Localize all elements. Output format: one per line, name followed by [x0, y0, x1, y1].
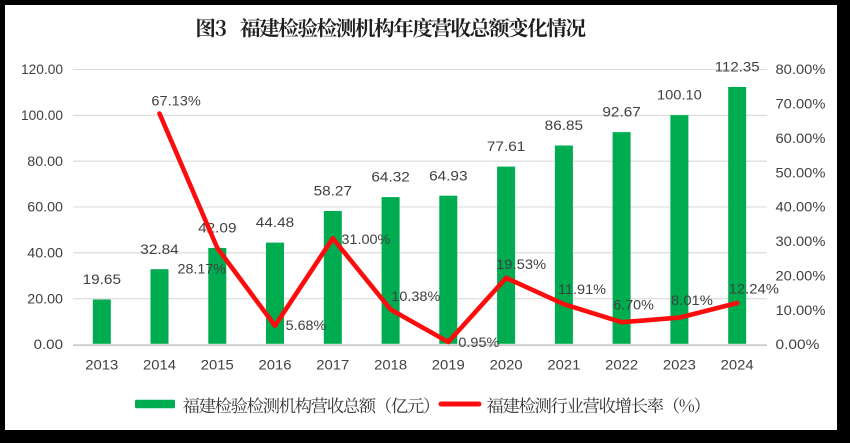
svg-text:60.00%: 60.00% — [776, 131, 826, 146]
svg-text:0.00%: 0.00% — [776, 337, 820, 352]
svg-text:2023: 2023 — [663, 358, 696, 373]
svg-text:0.00: 0.00 — [34, 337, 64, 352]
svg-text:11.91%: 11.91% — [558, 282, 606, 297]
svg-text:8.01%: 8.01% — [671, 293, 713, 308]
svg-text:64.93: 64.93 — [429, 168, 467, 183]
svg-text:92.67: 92.67 — [602, 105, 640, 120]
svg-text:19.65: 19.65 — [83, 272, 121, 287]
svg-text:12.24%: 12.24% — [729, 281, 779, 296]
svg-text:0.95%: 0.95% — [458, 335, 499, 350]
svg-text:120.00: 120.00 — [21, 62, 63, 77]
svg-text:112.35: 112.35 — [715, 60, 760, 75]
svg-text:60.00: 60.00 — [27, 200, 63, 215]
svg-text:6.70%: 6.70% — [613, 297, 654, 312]
svg-text:30.00%: 30.00% — [776, 234, 826, 249]
svg-text:10.00%: 10.00% — [776, 303, 826, 318]
svg-text:2013: 2013 — [85, 358, 118, 373]
svg-text:80.00: 80.00 — [27, 154, 63, 169]
svg-text:44.48: 44.48 — [256, 215, 294, 230]
svg-text:2020: 2020 — [490, 358, 523, 373]
svg-text:40.00: 40.00 — [27, 246, 63, 261]
svg-text:42.09: 42.09 — [198, 221, 236, 236]
svg-text:20.00: 20.00 — [27, 291, 63, 306]
svg-text:86.85: 86.85 — [545, 118, 583, 133]
svg-text:2014: 2014 — [143, 358, 176, 373]
svg-text:2018: 2018 — [374, 358, 407, 373]
svg-text:80.00%: 80.00% — [776, 62, 826, 77]
svg-text:19.53%: 19.53% — [496, 257, 546, 272]
svg-text:10.38%: 10.38% — [391, 289, 440, 304]
svg-text:28.17%: 28.17% — [178, 262, 227, 277]
svg-text:100.10: 100.10 — [657, 88, 702, 103]
svg-text:31.00%: 31.00% — [341, 232, 390, 247]
svg-text:2021: 2021 — [547, 358, 580, 373]
svg-text:20.00%: 20.00% — [776, 268, 826, 283]
svg-text:58.27: 58.27 — [314, 184, 352, 199]
svg-text:2022: 2022 — [605, 358, 638, 373]
svg-text:2015: 2015 — [201, 358, 234, 373]
svg-text:64.32: 64.32 — [371, 170, 409, 185]
svg-text:77.61: 77.61 — [487, 139, 525, 154]
svg-text:40.00%: 40.00% — [776, 200, 826, 215]
svg-text:32.84: 32.84 — [140, 242, 179, 257]
svg-text:2024: 2024 — [721, 358, 754, 373]
svg-text:5.68%: 5.68% — [286, 318, 327, 333]
svg-text:70.00%: 70.00% — [776, 97, 826, 112]
svg-text:100.00: 100.00 — [21, 108, 63, 123]
svg-text:2016: 2016 — [259, 358, 292, 373]
svg-text:2019: 2019 — [432, 358, 465, 373]
svg-text:67.13%: 67.13% — [151, 93, 200, 108]
svg-text:50.00%: 50.00% — [776, 165, 826, 180]
svg-text:2017: 2017 — [316, 358, 349, 373]
